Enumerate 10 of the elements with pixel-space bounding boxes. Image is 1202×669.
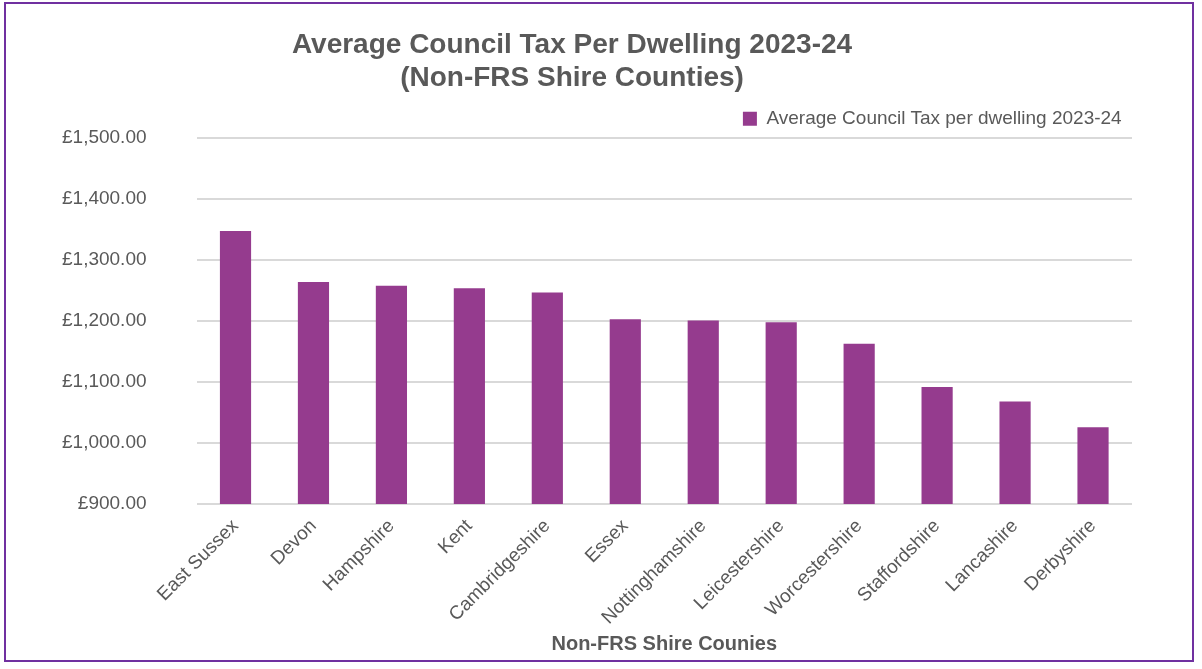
y-tick-label: £1,500.00 — [61, 126, 147, 148]
x-axis-title: Non-FRS Shire Counies — [551, 631, 778, 654]
y-tick-label: £900.00 — [77, 492, 147, 514]
y-tick-label: £1,200.00 — [61, 309, 147, 331]
y-tick-label: £1,300.00 — [61, 248, 147, 270]
chart-title: Average Council Tax Per Dwelling 2023-24 (Non-FRS Shire Counties) — [291, 27, 853, 93]
y-tick-label: £1,100.00 — [61, 370, 147, 392]
y-tick-label: £1,400.00 — [61, 187, 147, 209]
legend-label: Average Council Tax per dwelling 2023-24 — [766, 106, 1123, 128]
y-tick-label: £1,000.00 — [61, 431, 147, 453]
